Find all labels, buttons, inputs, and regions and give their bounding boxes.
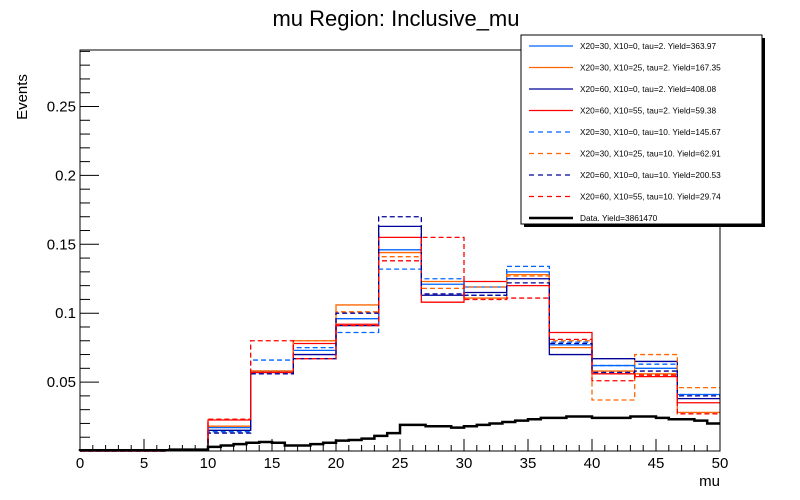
series-line-5 (80, 256, 720, 452)
plot-area (78, 216, 720, 452)
legend-entry-5: X20=30, X10=25, tau=10. Yield=62.91 (580, 149, 721, 159)
series-line-7 (80, 236, 720, 452)
legend-entry-0: X20=30, X10=0, tau=2. Yield=363.97 (580, 41, 716, 51)
y-tick-label: 0.05 (47, 374, 76, 391)
y-tick-label: 0.2 (55, 167, 76, 184)
x-tick-label: 0 (76, 455, 84, 472)
legend-entry-6: X20=60, X10=0, tau=10. Yield=200.53 (580, 170, 721, 180)
chart-title: mu Region: Inclusive_mu (272, 6, 519, 31)
x-tick-label: 45 (648, 455, 665, 472)
legend: X20=30, X10=0, tau=2. Yield=363.97 X20=30… (520, 34, 765, 227)
y-tick-label: 0.25 (47, 98, 76, 115)
legend-entry-3: X20=60, X10=55, tau=2. Yield=59.38 (580, 106, 716, 116)
legend-entry-7: X20=60, X10=55, tau=10. Yield=29.74 (580, 192, 721, 202)
legend-entry-2: X20=60, X10=0, tau=2. Yield=408.08 (580, 84, 716, 94)
x-tick-label: 5 (140, 455, 148, 472)
series-line-1 (80, 251, 720, 452)
y-tick-label: 0.1 (55, 305, 76, 322)
legend-box (520, 34, 763, 225)
x-tick-label: 10 (200, 455, 217, 472)
x-tick-label: 35 (520, 455, 537, 472)
legend-entry-8: Data. Yield=3861470 (580, 213, 658, 223)
x-tick-label: 20 (328, 455, 345, 472)
legend-entry-1: X20=30, X10=25, tau=2. Yield=167.35 (580, 63, 721, 73)
x-tick-label: 50 (712, 455, 729, 472)
series-line-6 (80, 216, 720, 452)
x-tick-label: 25 (392, 455, 409, 472)
series-line-0 (80, 249, 720, 452)
series-line-8 (78, 415, 720, 452)
y-tick-label: 0.15 (47, 236, 76, 253)
x-tick-label: 40 (584, 455, 601, 472)
x-tick-label: 30 (456, 455, 473, 472)
x-tick-label: 15 (264, 455, 281, 472)
y-axis-label: Events (14, 74, 31, 120)
axes: 0 5 10 15 20 25 30 35 40 45 50 0.05 0.1 0.15 0.2 0.25 (47, 50, 729, 472)
x-axis-label: mu (699, 473, 720, 490)
legend-entry-4: X20=30, X10=0, tau=10. Yield=145.67 (580, 127, 721, 137)
